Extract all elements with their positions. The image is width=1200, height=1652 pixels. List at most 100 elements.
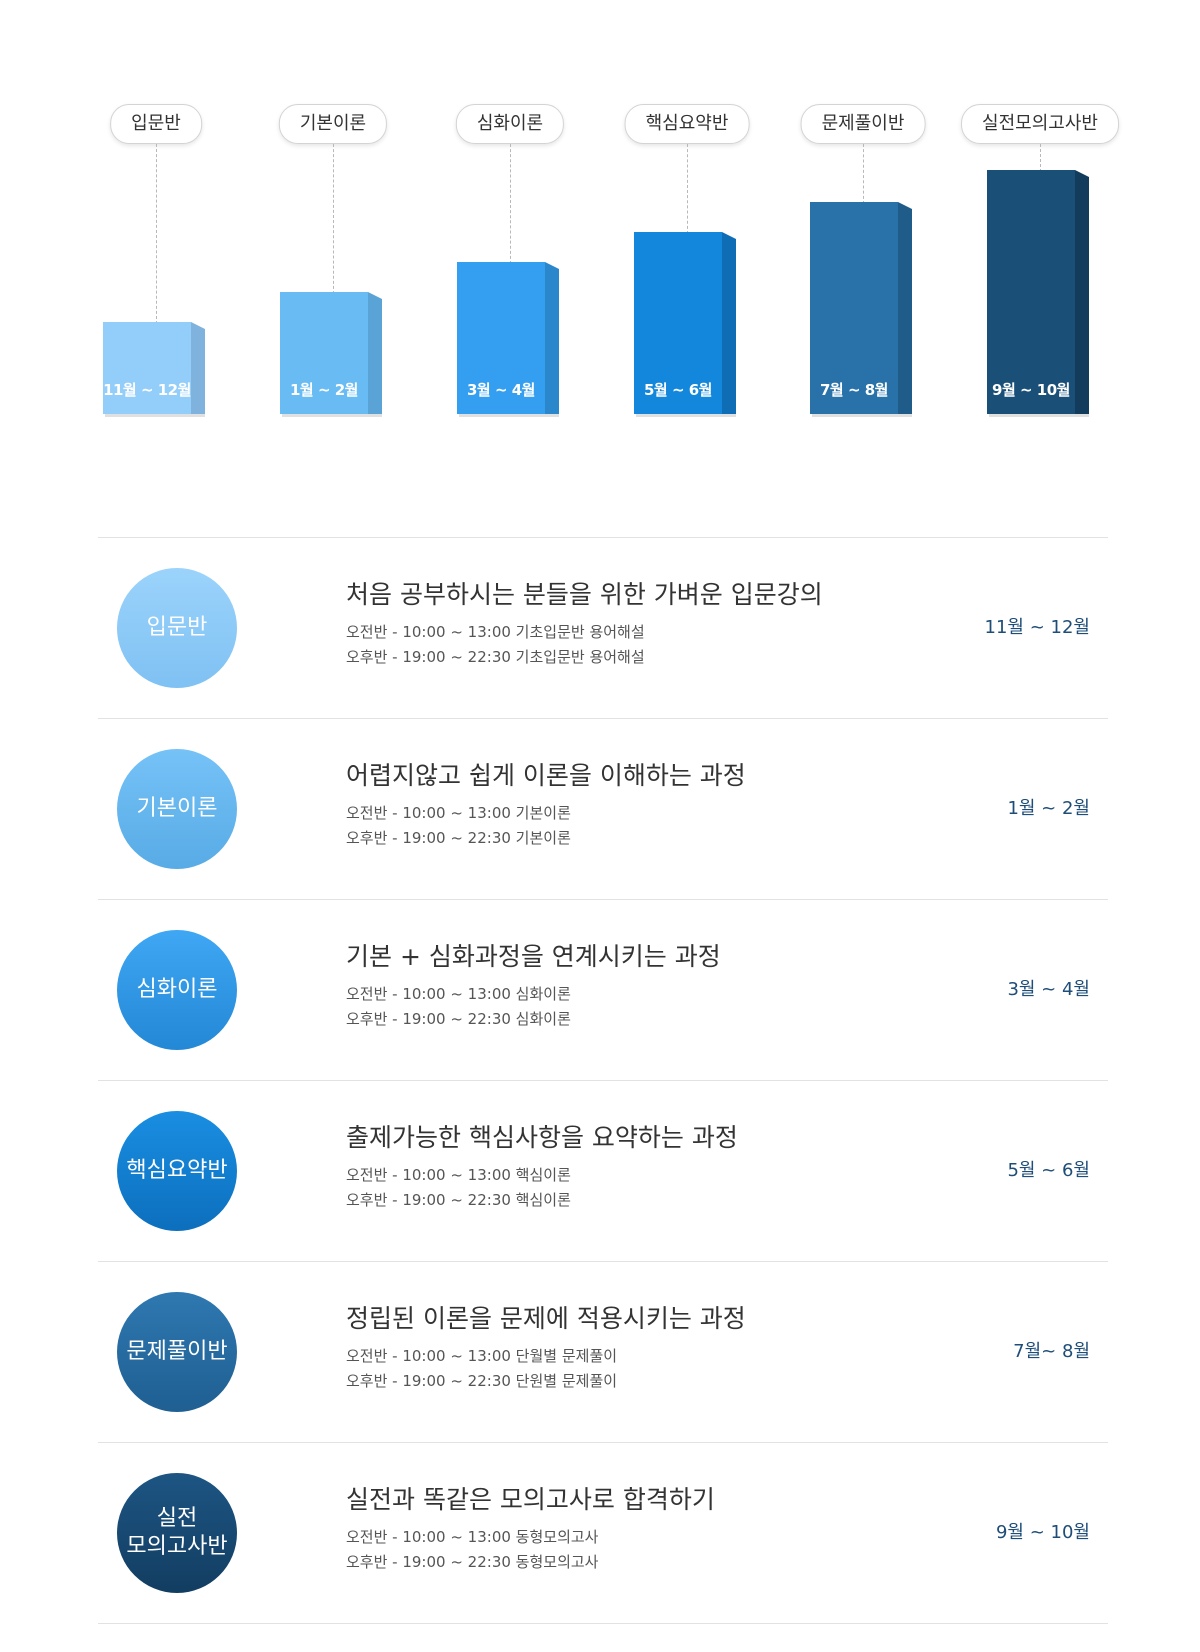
evening-session: 오후반 - 19:00 ~ 22:30 심화이론	[346, 1010, 571, 1028]
course-period: 5월 ~ 6월	[1007, 1160, 1090, 1181]
step-block-face	[103, 322, 191, 414]
step-block: 9월 ~ 10월	[987, 170, 1089, 417]
step-block-face	[810, 202, 898, 414]
step-label: 기본이론	[278, 104, 388, 144]
step-connector	[1040, 144, 1041, 172]
step-block-shadow	[282, 414, 382, 417]
course-circle-label: 핵심요약반	[126, 1157, 227, 1185]
morning-session: 오전반 - 10:00 ~ 13:00 기초입문반 용어해설	[346, 623, 645, 641]
course-circle: 입문반	[117, 568, 237, 688]
course-period: 3월 ~ 4월	[1007, 979, 1090, 1000]
step-problem-solving: 문제풀이반 7월 ~ 8월	[773, 0, 953, 460]
morning-session: 오전반 - 10:00 ~ 13:00 동형모의고사	[346, 1528, 599, 1546]
step-connector	[156, 144, 157, 324]
step-connector	[510, 144, 511, 264]
step-advanced-theory: 심화이론 3월 ~ 4월	[420, 0, 600, 460]
course-circle: 문제풀이반	[117, 1292, 237, 1412]
step-block-face	[987, 170, 1075, 414]
course-info: 출제가능한 핵심사항을 요약하는 과정 오전반 - 10:00 ~ 13:00 …	[346, 1121, 946, 1213]
course-period: 9월 ~ 10월	[995, 1522, 1090, 1543]
course-row-mock-exam: 실전 모의고사반 실전과 똑같은 모의고사로 합격하기 오전반 - 10:00 …	[98, 1443, 1108, 1624]
step-block: 11월 ~ 12월	[103, 322, 205, 417]
step-label: 실전모의고사반	[961, 104, 1119, 144]
course-circle-line: 문제풀이반	[126, 1339, 228, 1364]
morning-session: 오전반 - 10:00 ~ 13:00 핵심이론	[346, 1166, 571, 1184]
course-row-advanced-theory: 심화이론 기본 + 심화과정을 연계시키는 과정 오전반 - 10:00 ~ 1…	[98, 900, 1108, 1081]
evening-session: 오후반 - 19:00 ~ 22:30 동형모의고사	[346, 1553, 599, 1571]
course-title: 처음 공부하시는 분들을 위한 가벼운 입문강의	[346, 580, 823, 609]
step-label: 문제풀이반	[800, 104, 926, 144]
step-block-side	[722, 232, 736, 414]
course-info: 정립된 이론을 문제에 적용시키는 과정 오전반 - 10:00 ~ 13:00…	[346, 1302, 946, 1394]
step-basic-theory: 기본이론 1월 ~ 2월	[243, 0, 423, 460]
evening-session: 오후반 - 19:00 ~ 22:30 기본이론	[346, 829, 571, 847]
step-label: 심화이론	[455, 104, 565, 144]
course-info: 실전과 똑같은 모의고사로 합격하기 오전반 - 10:00 ~ 13:00 동…	[346, 1483, 946, 1575]
step-connector	[863, 144, 864, 204]
step-label: 핵심요약반	[624, 104, 750, 144]
step-block: 1월 ~ 2월	[280, 292, 382, 417]
step-block-side	[191, 322, 205, 414]
course-row-intro: 입문반 처음 공부하시는 분들을 위한 가벼운 입문강의 오전반 - 10:00…	[98, 538, 1108, 719]
course-title: 기본 + 심화과정을 연계시키는 과정	[346, 942, 721, 971]
step-block-face	[457, 262, 545, 414]
step-block-side	[1075, 170, 1089, 414]
course-schedule: 오전반 - 10:00 ~ 13:00 기초입문반 용어해설 오후반 - 19:…	[346, 620, 946, 670]
morning-session: 오전반 - 10:00 ~ 13:00 기본이론	[346, 804, 571, 822]
course-progression-diagram: 입문반 11월 ~ 12월 기본이론 1월 ~ 2월 심화이론 3월 ~ 4월 …	[0, 0, 1200, 460]
step-mock-exam: 실전모의고사반 9월 ~ 10월	[950, 0, 1130, 460]
course-period: 1월 ~ 2월	[1007, 798, 1090, 819]
morning-session: 오전반 - 10:00 ~ 13:00 심화이론	[346, 985, 571, 1003]
step-block-shadow	[812, 414, 912, 417]
course-title: 실전과 똑같은 모의고사로 합격하기	[346, 1485, 715, 1514]
course-circle-line: 심화이론	[136, 977, 218, 1002]
course-circle: 핵심요약반	[117, 1111, 237, 1231]
course-list: 입문반 처음 공부하시는 분들을 위한 가벼운 입문강의 오전반 - 10:00…	[98, 537, 1108, 1624]
course-info: 기본 + 심화과정을 연계시키는 과정 오전반 - 10:00 ~ 13:00 …	[346, 940, 946, 1032]
course-period: 11월 ~ 12월	[984, 617, 1090, 638]
step-block-shadow	[459, 414, 559, 417]
step-connector	[333, 144, 334, 294]
course-title: 어렵지않고 쉽게 이론을 이해하는 과정	[346, 761, 746, 790]
course-info: 어렵지않고 쉽게 이론을 이해하는 과정 오전반 - 10:00 ~ 13:00…	[346, 759, 946, 851]
step-intro: 입문반 11월 ~ 12월	[66, 0, 246, 460]
course-schedule: 오전반 - 10:00 ~ 13:00 단월별 문제풀이 오후반 - 19:00…	[346, 1344, 946, 1394]
course-schedule: 오전반 - 10:00 ~ 13:00 동형모의고사 오후반 - 19:00 ~…	[346, 1525, 946, 1575]
evening-session: 오후반 - 19:00 ~ 22:30 단원별 문제풀이	[346, 1372, 618, 1390]
step-block: 3월 ~ 4월	[457, 262, 559, 417]
step-block-shadow	[989, 414, 1089, 417]
step-core-summary: 핵심요약반 5월 ~ 6월	[597, 0, 777, 460]
evening-session: 오후반 - 19:00 ~ 22:30 핵심이론	[346, 1191, 571, 1209]
course-circle: 심화이론	[117, 930, 237, 1050]
course-period: 7월~ 8월	[1013, 1341, 1090, 1362]
course-circle-label: 기본이론	[137, 795, 218, 823]
course-circle: 실전 모의고사반	[117, 1473, 237, 1593]
step-block-side	[368, 292, 382, 414]
course-row-basic-theory: 기본이론 어렵지않고 쉽게 이론을 이해하는 과정 오전반 - 10:00 ~ …	[98, 719, 1108, 900]
course-circle-label: 입문반	[147, 614, 208, 642]
evening-session: 오후반 - 19:00 ~ 22:30 기초입문반 용어해설	[346, 648, 645, 666]
step-months: 3월 ~ 4월	[467, 381, 536, 399]
course-circle-line: 기본이론	[136, 796, 218, 821]
step-block-side	[898, 202, 912, 414]
step-block-side	[545, 262, 559, 414]
course-schedule: 오전반 - 10:00 ~ 13:00 기본이론 오후반 - 19:00 ~ 2…	[346, 801, 946, 851]
step-months: 1월 ~ 2월	[290, 381, 359, 399]
course-title: 정립된 이론을 문제에 적용시키는 과정	[346, 1304, 746, 1333]
course-circle-label: 문제풀이반	[126, 1338, 227, 1366]
course-row-core-summary: 핵심요약반 출제가능한 핵심사항을 요약하는 과정 오전반 - 10:00 ~ …	[98, 1081, 1108, 1262]
course-row-problem-solving: 문제풀이반 정립된 이론을 문제에 적용시키는 과정 오전반 - 10:00 ~…	[98, 1262, 1108, 1443]
morning-session: 오전반 - 10:00 ~ 13:00 단월별 문제풀이	[346, 1347, 618, 1365]
step-label: 입문반	[110, 104, 202, 144]
step-block: 5월 ~ 6월	[634, 232, 736, 417]
course-circle-line: 실전	[156, 1506, 198, 1531]
step-block: 7월 ~ 8월	[810, 202, 912, 417]
course-circle-line: 모의고사반	[126, 1534, 228, 1559]
course-circle-line: 핵심요약반	[126, 1158, 228, 1183]
step-block-face	[280, 292, 368, 414]
step-months: 11월 ~ 12월	[103, 381, 191, 399]
course-circle-label: 심화이론	[137, 976, 218, 1004]
step-block-shadow	[105, 414, 205, 417]
course-info: 처음 공부하시는 분들을 위한 가벼운 입문강의 오전반 - 10:00 ~ 1…	[346, 578, 946, 670]
step-block-shadow	[636, 414, 736, 417]
